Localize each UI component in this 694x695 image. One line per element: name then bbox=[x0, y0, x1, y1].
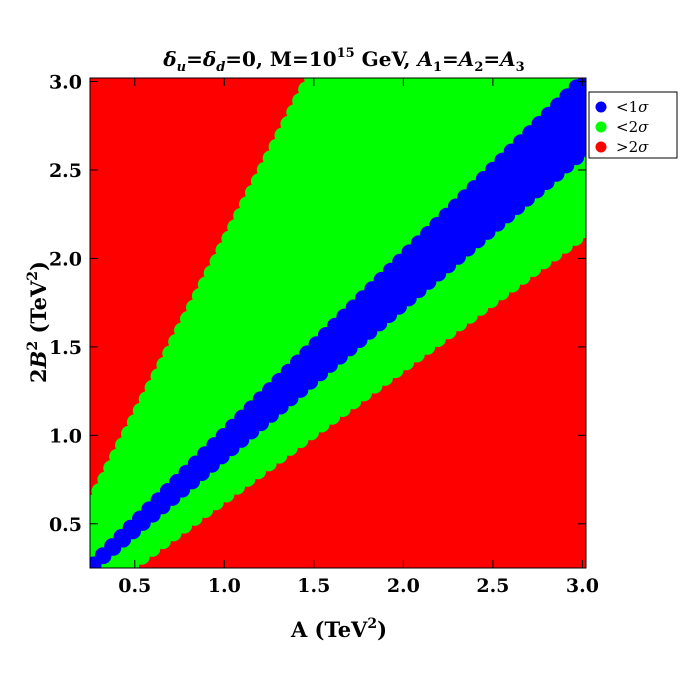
plot-area bbox=[90, 78, 586, 568]
x-tick-label-3: 2.0 bbox=[387, 575, 420, 597]
x-axis-ticks: 0.5 1.0 1.5 2.0 2.5 3.0 bbox=[118, 78, 599, 597]
region-lt2sigma-edge-point-left-2 bbox=[90, 531, 102, 548]
y-tick-label-2: 1.5 bbox=[49, 337, 82, 359]
y-tick-label-0: 0.5 bbox=[49, 514, 82, 536]
x-tick-label-1: 1.0 bbox=[208, 575, 241, 597]
region-lt2sigma-edge-point-left-4 bbox=[90, 506, 102, 523]
region-lt1sigma bbox=[90, 78, 586, 568]
legend-label-lt2sigma: <2σ bbox=[616, 118, 649, 136]
region-lt2sigma-edge-point-right-47 bbox=[578, 222, 586, 239]
y-axis-ticks: 0.5 1.0 1.5 2.0 2.5 3.0 bbox=[49, 72, 586, 536]
y-axis-title: 2B2 (TeV2) bbox=[25, 261, 51, 383]
y-tick-label-4: 2.5 bbox=[49, 160, 82, 182]
plot-frame bbox=[89, 77, 587, 569]
y-tick-label-3: 2.0 bbox=[49, 248, 82, 270]
x-axis-title: A (TeV2) bbox=[290, 616, 387, 642]
x-tick-label-5: 3.0 bbox=[566, 575, 599, 597]
y-tick-label-5: 3.0 bbox=[49, 72, 82, 94]
legend-marker-lt2sigma bbox=[595, 121, 607, 133]
x-tick-label-2: 1.5 bbox=[297, 575, 330, 597]
region-lt1sigma-edge-point-right-50 bbox=[578, 140, 586, 157]
y-tick-label-1: 1.0 bbox=[49, 425, 82, 447]
legend: <1σ <2σ >2σ bbox=[588, 91, 678, 159]
legend-marker-lt1sigma bbox=[595, 101, 607, 113]
x-tick-label-0: 0.5 bbox=[118, 575, 151, 597]
x-tick-label-4: 2.5 bbox=[476, 575, 509, 597]
region-lt2sigma-edge-point-right-2 bbox=[110, 556, 127, 568]
chart-title: δu=δd=0, M=1015 GeV, A1=A2=A3 bbox=[162, 46, 524, 75]
legend-label-lt1sigma: <1σ bbox=[616, 98, 649, 116]
legend-marker-gt2sigma bbox=[595, 141, 607, 153]
legend-label-gt2sigma: >2σ bbox=[616, 138, 649, 156]
region-lt2sigma-edge-point-left-43 bbox=[304, 78, 320, 86]
